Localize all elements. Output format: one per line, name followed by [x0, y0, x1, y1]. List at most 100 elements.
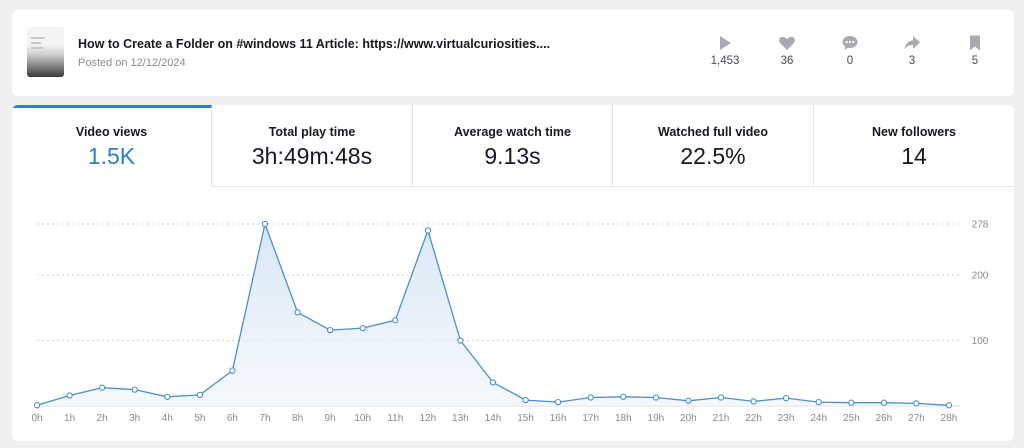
chart-area-fill — [37, 224, 949, 406]
data-point-22h[interactable] — [750, 398, 757, 405]
x-tick-label: 26h — [876, 413, 893, 424]
data-point-3h[interactable] — [131, 386, 138, 393]
x-tick-label: 25h — [843, 413, 860, 424]
posted-date: 12/12/2024 — [130, 57, 186, 69]
chart-gridlines — [37, 223, 960, 407]
posted-label: Posted on — [78, 57, 128, 69]
post-title[interactable]: How to Create a Folder on #windows 11 Ar… — [78, 37, 551, 51]
stat-saves-value: 5 — [971, 55, 979, 67]
stat-shares-value: 3 — [908, 55, 916, 67]
tab-total-play-time-value: 3h:49m:48s — [251, 143, 373, 169]
x-tick-label: 1h — [64, 413, 75, 424]
x-tick-label: 27h — [908, 413, 925, 424]
data-point-21h[interactable] — [717, 394, 725, 401]
tab-watched-full-video-value: 22.5% — [680, 143, 746, 169]
x-tick-label: 11h — [387, 413, 403, 424]
data-point-18h[interactable] — [620, 393, 627, 400]
tab-watched-full-video-label: Watched full video — [658, 125, 768, 139]
tab-new-followers-label: New followers — [871, 125, 957, 139]
stat-shares: 3 — [887, 34, 937, 67]
stat-comments: 0 — [825, 34, 875, 67]
x-tick-label: 10h — [354, 413, 371, 424]
data-point-16h[interactable] — [554, 398, 562, 406]
bookmark-icon — [970, 35, 980, 51]
x-tick-label: 16h — [550, 413, 567, 424]
stat-likes-value: 36 — [780, 55, 794, 67]
data-point-9h[interactable] — [326, 326, 334, 334]
data-point-6h[interactable] — [229, 367, 236, 374]
stat-likes: 36 — [762, 34, 812, 67]
metrics-card: Video views 1.5K Total play time 3h:49m:… — [12, 105, 1014, 441]
data-point-8h[interactable] — [294, 309, 301, 316]
tab-video-views[interactable]: Video views 1.5K — [12, 105, 212, 187]
x-tick-label: 7h — [259, 413, 270, 424]
x-tick-label: 13h — [452, 413, 469, 424]
data-point-14h[interactable] — [489, 379, 497, 386]
chart-x-axis: 0h 1h 2h 3h 4h 5h 6h 7h 8h 9h 10h 11h 12h 13h 14h 15h 16… — [31, 413, 957, 424]
tab-average-watch-time-label: Average watch time — [454, 125, 571, 139]
x-tick-label: 19h — [648, 413, 665, 424]
data-point-7h[interactable] — [261, 220, 269, 228]
tab-total-play-time[interactable]: Total play time 3h:49m:48s — [212, 105, 413, 187]
post-summary-card: How to Create a Folder on #windows 11 Ar… — [12, 10, 1014, 96]
x-tick-label: 4h — [162, 413, 173, 424]
x-tick-label: 23h — [778, 413, 795, 424]
x-tick-label: 18h — [615, 413, 632, 424]
comment-icon — [842, 36, 858, 50]
data-point-4h[interactable] — [164, 393, 171, 400]
data-point-19h[interactable] — [652, 394, 660, 401]
data-point-13h[interactable] — [457, 337, 464, 344]
tab-average-watch-time-value: 9.13s — [484, 143, 541, 169]
data-point-26h[interactable] — [880, 399, 888, 406]
x-tick-label: 9h — [325, 413, 336, 424]
x-tick-label: 3h — [129, 413, 140, 424]
tab-new-followers-value: 14 — [901, 143, 927, 169]
x-tick-label: 24h — [810, 413, 827, 424]
x-tick-label: 28h — [941, 413, 958, 424]
y-tick-label: 200 — [972, 271, 989, 282]
data-point-28h[interactable] — [945, 402, 953, 409]
x-tick-label: 12h — [420, 413, 437, 424]
stat-plays: 1,453 — [700, 34, 750, 67]
chart-line — [36, 221, 950, 406]
heart-icon — [779, 36, 795, 50]
data-point-5h[interactable] — [196, 391, 204, 399]
stat-plays-value: 1,453 — [710, 55, 740, 67]
y-tick-label: 100 — [972, 336, 989, 347]
x-tick-label: 15h — [517, 413, 534, 424]
tab-total-play-time-label: Total play time — [268, 125, 356, 139]
x-tick-label: 6h — [227, 413, 238, 424]
play-icon — [720, 36, 731, 50]
data-point-24h[interactable] — [815, 398, 822, 406]
x-tick-label: 14h — [485, 413, 502, 424]
tab-watched-full-video[interactable]: Watched full video 22.5% — [613, 105, 814, 187]
x-tick-label: 20h — [680, 413, 697, 424]
data-point-27h[interactable] — [913, 400, 920, 407]
data-point-15h[interactable] — [522, 396, 529, 404]
data-point-0h[interactable] — [33, 402, 41, 409]
data-point-11h[interactable] — [392, 317, 399, 324]
x-tick-label: 22h — [745, 413, 762, 424]
data-point-20h[interactable] — [685, 397, 692, 404]
stat-saves: 5 — [950, 34, 1000, 67]
x-tick-label: 17h — [582, 413, 599, 424]
post-date: Posted on 12/12/2024 — [78, 57, 186, 69]
data-point-12h[interactable] — [424, 227, 432, 234]
data-point-23h[interactable] — [782, 394, 790, 402]
tab-average-watch-time[interactable]: Average watch time 9.13s — [413, 105, 613, 187]
data-point-1h[interactable] — [66, 392, 73, 399]
stat-comments-value: 0 — [846, 55, 854, 67]
video-thumbnail[interactable] — [27, 27, 64, 77]
data-point-17h[interactable] — [587, 394, 594, 401]
data-point-2h[interactable] — [98, 384, 106, 391]
x-tick-label: 0h — [31, 413, 42, 424]
x-tick-label: 8h — [292, 413, 303, 424]
data-point-25h[interactable] — [848, 399, 855, 406]
data-point-10h[interactable] — [359, 324, 366, 332]
x-tick-label: 2h — [97, 413, 108, 424]
share-icon — [904, 36, 920, 50]
tab-video-views-label: Video views — [75, 125, 148, 139]
tab-video-views-value: 1.5K — [87, 143, 136, 169]
chart-points — [33, 220, 953, 409]
tab-new-followers[interactable]: New followers 14 — [814, 105, 1014, 187]
